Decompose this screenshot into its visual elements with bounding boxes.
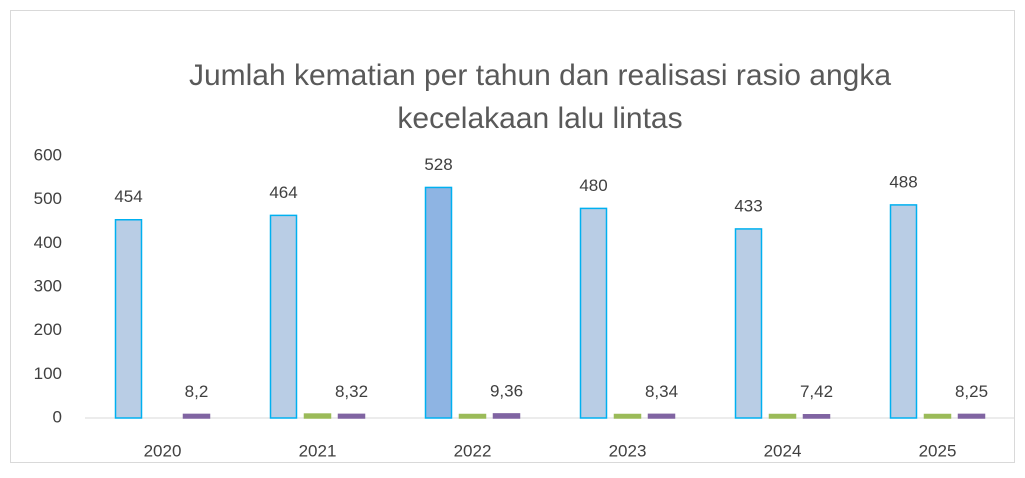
chart-title: kecelakaan lalu lintas [397, 102, 682, 135]
bar [889, 204, 918, 419]
data-label: 8,2 [185, 382, 209, 401]
bar [734, 228, 763, 419]
bar [579, 207, 608, 419]
x-tick-label: 2021 [299, 441, 337, 460]
bar [303, 413, 332, 419]
x-tick-label: 2020 [144, 441, 182, 460]
bar [957, 413, 986, 419]
bar [337, 413, 366, 419]
bar [424, 186, 453, 419]
data-label: 8,25 [955, 382, 988, 401]
data-label: 433 [734, 196, 762, 215]
chart-frame [10, 10, 1015, 463]
bar [458, 413, 487, 419]
bar [613, 413, 642, 419]
chart-title: Jumlah kematian per tahun dan realisasi … [189, 59, 891, 92]
bar [114, 219, 143, 419]
y-tick-label: 0 [53, 407, 62, 426]
data-label: 8,32 [335, 382, 368, 401]
data-label: 8,34 [645, 382, 678, 401]
bar [269, 214, 298, 419]
y-tick-label: 300 [34, 276, 62, 295]
data-label: 480 [579, 176, 607, 195]
y-tick-label: 600 [34, 145, 62, 164]
bar [182, 413, 211, 419]
y-tick-label: 400 [34, 233, 62, 252]
bar [492, 413, 521, 419]
bar [647, 413, 676, 419]
y-tick-label: 500 [34, 189, 62, 208]
x-tick-label: 2023 [609, 441, 647, 460]
y-tick-label: 200 [34, 320, 62, 339]
x-tick-label: 2024 [764, 441, 802, 460]
bar [923, 413, 952, 419]
data-label: 488 [889, 172, 917, 191]
y-tick-label: 100 [34, 364, 62, 383]
bar [768, 413, 797, 419]
x-tick-label: 2025 [919, 441, 957, 460]
data-label: 9,36 [490, 381, 523, 400]
data-label: 464 [269, 183, 297, 202]
data-label: 528 [424, 155, 452, 174]
x-tick-label: 2022 [454, 441, 492, 460]
data-label: 7,42 [800, 382, 833, 401]
data-label: 454 [114, 187, 142, 206]
bar [802, 414, 831, 419]
